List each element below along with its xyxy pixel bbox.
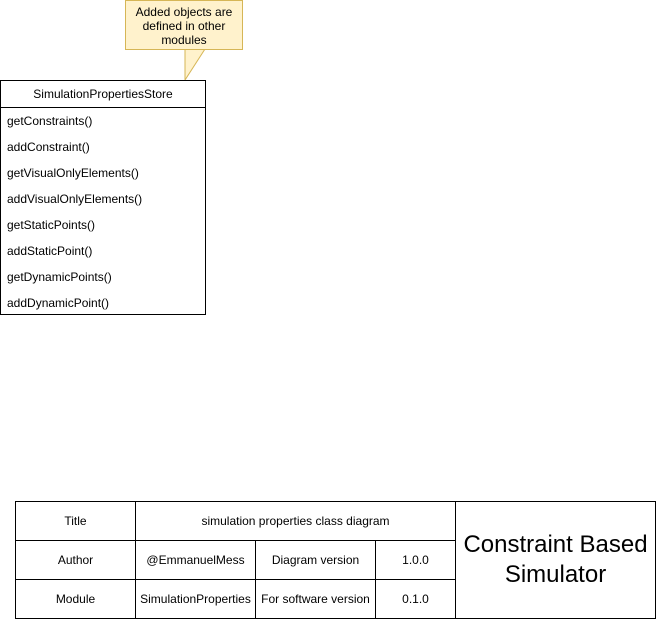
module-label: Module (15, 579, 136, 619)
title-value: simulation properties class diagram (135, 501, 456, 541)
note-line: defined in other (142, 19, 226, 33)
method-get-dynamic-points: getDynamicPoints() (7, 270, 112, 284)
title-label: Title (15, 501, 136, 541)
method-get-constraints: getConstraints() (7, 114, 93, 128)
method-get-static-points: getStaticPoints() (7, 218, 96, 232)
project-name-line: Constraint Based (463, 531, 648, 558)
method-add-static-point: addStaticPoint() (7, 244, 93, 258)
project-name: Constraint Based Simulator (455, 501, 656, 619)
class-simulation-properties-store: SimulationPropertiesStore getConstraints… (0, 80, 206, 315)
diagram-version-value: 1.0.0 (375, 540, 456, 580)
software-version-label: For software version (255, 579, 376, 619)
method-add-dynamic-point: addDynamicPoint() (7, 296, 110, 310)
software-version-value: 0.1.0 (375, 579, 456, 619)
method-get-visual-only-elements: getVisualOnlyElements() (7, 166, 139, 180)
author-label: Author (15, 540, 136, 580)
callout-note: Added objects are defined in other modul… (125, 0, 243, 50)
project-name-line: Simulator (504, 561, 607, 588)
note-line: modules (161, 33, 207, 47)
diagram-version-label: Diagram version (255, 540, 376, 580)
author-value: @EmmanuelMess (135, 540, 256, 580)
note-callout-tail (184, 48, 206, 82)
method-add-constraint: addConstraint() (7, 140, 90, 154)
module-value: SimulationProperties (135, 579, 256, 619)
note-line: Added objects are (135, 5, 233, 19)
method-add-visual-only-elements: addVisualOnlyElements() (7, 192, 143, 206)
diagram-info-table: Title simulation properties class diagra… (15, 501, 656, 619)
class-name: SimulationPropertiesStore (1, 81, 205, 108)
